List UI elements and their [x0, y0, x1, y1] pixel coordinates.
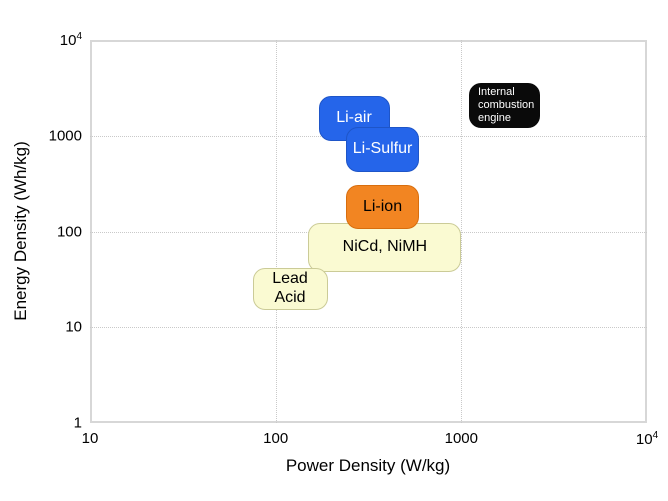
region-box-internal-combustion-engine: Internal combustion engine [469, 83, 540, 129]
region-label-line: Li-ion [362, 197, 403, 215]
region-label-line: Internal [478, 86, 515, 99]
y-tick-label-10000: 104 [59, 31, 82, 49]
x-axis-title: Power Density (W/kg) [285, 456, 451, 475]
y-tick-label-1: 1 [73, 414, 82, 432]
region-label-line: Lead [272, 270, 308, 288]
x-tick-label-10000: 104 [635, 430, 659, 448]
region-label-line: Li-Sulfur [352, 140, 413, 157]
plot-area: NiCd, NiMH Lead Acid Li-ion Li-air Li-Sulfur I… [90, 40, 647, 423]
region-label-line: Li-air [336, 109, 372, 127]
y-tick-label-10: 10 [65, 318, 82, 336]
x-tick-label-100: 100 [263, 430, 289, 447]
region-label-line: NiCd, NiMH [342, 237, 428, 255]
y-tick-label-1000: 1000 [48, 127, 82, 145]
x-tick-label-1000: 1000 [444, 430, 478, 447]
region-label-line: engine [478, 112, 512, 125]
region-label-line: Acid [274, 288, 306, 306]
x-tick-label-10: 10 [81, 430, 99, 447]
region-box-nicd-nimh: NiCd, NiMH [308, 222, 462, 272]
region-box-lead-acid: Lead Acid [252, 267, 328, 311]
region-box-li-sulfur: Li-Sulfur [346, 127, 419, 172]
y-tick-label-100: 100 [56, 223, 82, 240]
y-gridline-10 [90, 327, 647, 329]
region-box-li-ion: Li-ion [346, 185, 419, 230]
region-label-line: combustion [478, 99, 535, 112]
